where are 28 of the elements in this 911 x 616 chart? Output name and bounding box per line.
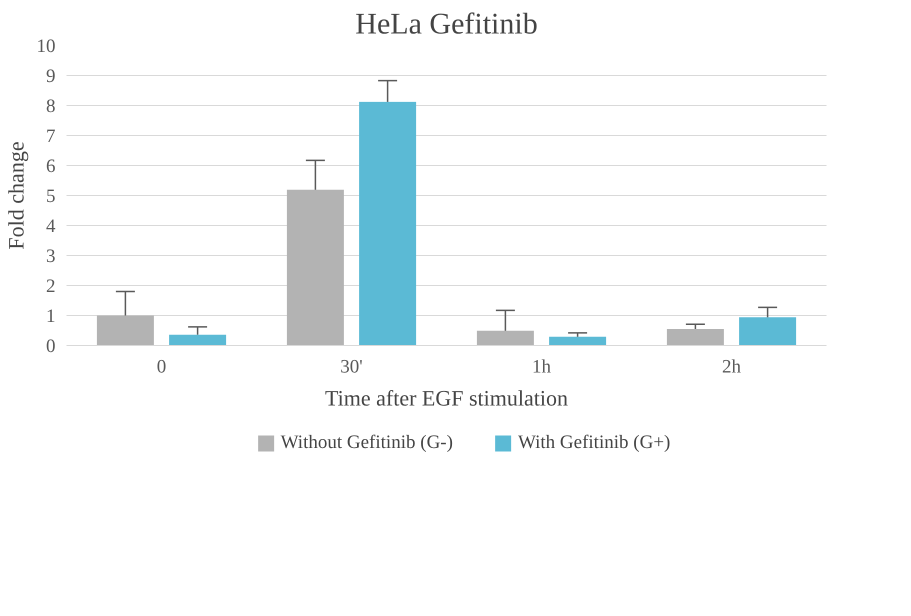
y-tick-label: 1 (46, 306, 56, 327)
y-tick-label: 4 (46, 216, 56, 237)
y-tick-label: 5 (46, 186, 56, 207)
y-tick-label: 10 (36, 36, 56, 57)
y-tick-label: 9 (46, 66, 56, 87)
x-tick-label: 30' (340, 356, 363, 378)
bar (666, 329, 724, 346)
y-tick-label: 0 (46, 336, 56, 357)
bar (169, 334, 226, 346)
bar (549, 336, 606, 346)
x-tick-label: 1h (532, 356, 552, 378)
legend-label: With Gefitinib (G+) (518, 432, 670, 454)
bar (476, 330, 534, 346)
x-tick-label: 2h (722, 356, 742, 378)
y-axis-title: Fold change (4, 141, 28, 250)
y-tick-label: 7 (46, 126, 56, 147)
bar (96, 316, 154, 346)
y-tick-label: 6 (46, 156, 56, 177)
chart-title: HeLa Gefitinib (355, 8, 538, 40)
legend-label: Without Gefitinib (G-) (280, 432, 453, 454)
y-tick-label: 2 (46, 276, 56, 297)
bar (739, 317, 796, 346)
y-tick-label: 3 (46, 246, 56, 267)
x-axis-title: Time after EGF stimulation (324, 386, 568, 410)
bar (359, 102, 416, 346)
bar (286, 190, 344, 346)
y-tick-label: 8 (46, 96, 56, 117)
x-tick-label: 0 (156, 356, 166, 378)
